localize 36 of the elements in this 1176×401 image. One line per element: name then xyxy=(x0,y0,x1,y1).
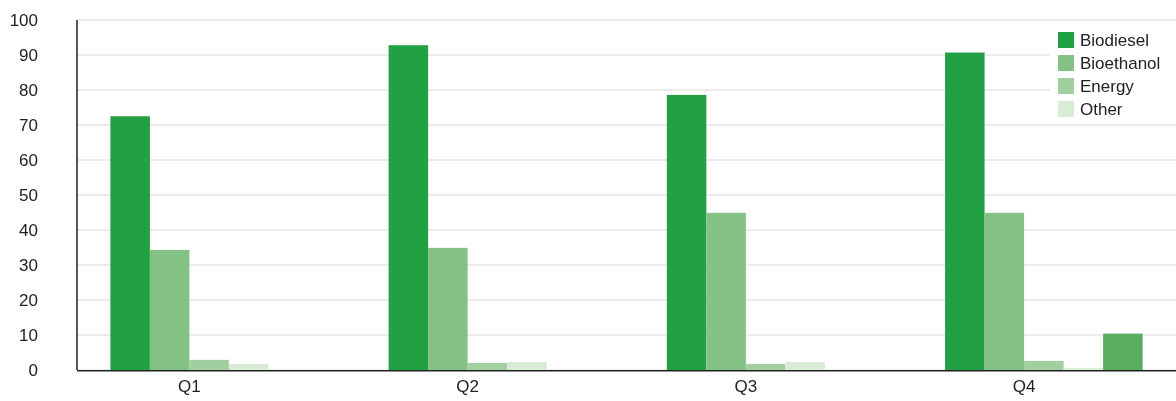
bar xyxy=(388,45,429,370)
y-tick-label: 40 xyxy=(19,220,38,240)
bar xyxy=(666,94,707,370)
bar xyxy=(1063,367,1104,370)
legend-label: Other xyxy=(1080,99,1123,119)
y-tick-label: 50 xyxy=(19,185,38,205)
bar xyxy=(428,247,468,370)
x-tick-label: Q2 xyxy=(456,377,479,396)
y-tick-label: 60 xyxy=(19,150,38,170)
bar xyxy=(228,364,269,370)
y-tick-label: 0 xyxy=(28,360,38,380)
x-tick-label: Q3 xyxy=(734,377,758,396)
y-tick-label: 30 xyxy=(19,255,38,275)
bar xyxy=(467,363,508,370)
y-tick-label: 10 xyxy=(19,325,38,345)
x-tick-label: Q1 xyxy=(178,377,201,396)
bar xyxy=(785,361,825,370)
y-tick-label: 100 xyxy=(9,10,38,30)
bar xyxy=(745,364,786,370)
y-tick-label: 70 xyxy=(19,115,38,135)
bar xyxy=(1024,360,1064,370)
legend-label: Bioethanol xyxy=(1080,53,1161,73)
y-tick-label: 20 xyxy=(19,290,38,310)
bar xyxy=(706,212,746,370)
bar xyxy=(149,249,190,370)
y-tick-label: 90 xyxy=(19,45,38,65)
y-tick-label: 80 xyxy=(19,80,38,100)
bar xyxy=(110,116,150,370)
bar xyxy=(984,212,1025,370)
bar xyxy=(1103,333,1143,370)
bar xyxy=(945,52,985,370)
bar xyxy=(507,361,547,370)
bar xyxy=(189,359,229,370)
legend-label: Biodiesel xyxy=(1080,30,1149,50)
legend-label: Energy xyxy=(1080,76,1135,96)
x-tick-label: Q4 xyxy=(1012,377,1036,396)
